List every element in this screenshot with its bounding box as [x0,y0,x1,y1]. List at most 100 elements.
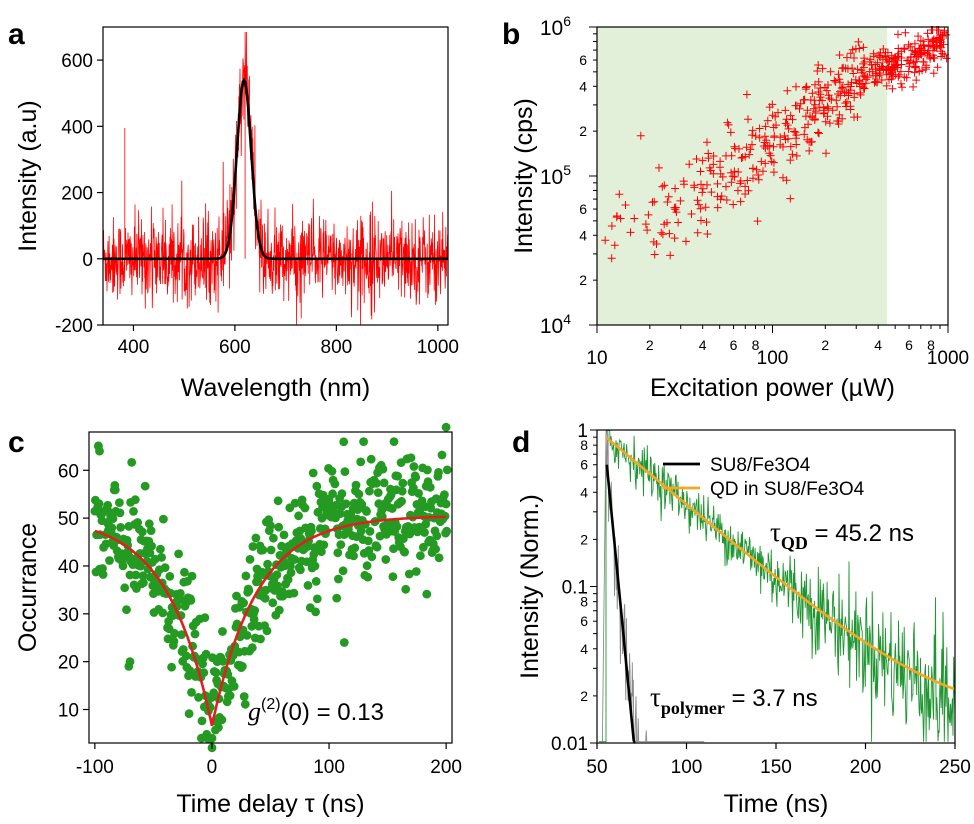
data-point [131,570,141,580]
data-point [209,688,219,698]
data-point [359,437,368,446]
data-point [115,508,125,518]
panel-c: c -100 0 100 200 10 20 30 40 50 60 g(2)(0) = 0.13 Ti… [8,422,462,818]
data-point [120,583,130,593]
y-minor-tick-label: 2 [579,123,587,139]
y-tick-label: 0.01 [551,734,588,755]
data-point [186,596,196,605]
data-point [290,498,300,508]
data-point [139,578,148,588]
y-tick-label: 2 [580,531,588,547]
data-point [207,733,217,743]
data-point [300,503,310,513]
data-point [170,629,179,638]
data-point [398,478,408,488]
data-point [426,503,436,513]
x-minor-tick-label: 4 [699,337,707,353]
data-point [289,588,299,598]
plot-frame [88,431,453,744]
data-point [181,651,191,661]
data-point [367,552,377,562]
data-point [333,548,343,558]
data-point [133,518,143,527]
data-point [310,561,320,571]
y-tick-label: 6 [580,457,588,473]
data-point [175,589,185,598]
data-point [156,544,165,554]
data-point [107,523,117,533]
data-point [421,519,431,529]
data-point [140,481,150,491]
data-point [328,489,337,499]
data-point [165,572,175,581]
y-axis-label: Intensity (cps) [510,98,538,254]
data-point [274,605,284,615]
data-point [372,542,382,552]
x-minor-tick-label: 6 [905,337,913,353]
x-minor-tick-label: 2 [821,337,829,353]
data-point [397,496,406,506]
polymer-fit-line [605,464,636,744]
data-point [217,715,227,725]
data-point [290,555,299,564]
x-tick-label: -100 [76,757,114,778]
data-point [378,464,388,474]
y-axis-label: Intensity (a.u) [14,100,42,251]
data-point [374,499,384,509]
data-point [253,577,263,586]
data-point [279,530,289,540]
data-point [225,691,235,700]
y-tick-label: 6 [580,613,588,629]
data-point [442,465,452,475]
data-points [601,26,951,263]
data-point [124,662,134,671]
data-point [167,662,177,672]
y-tick-exponent: 5 [563,162,571,178]
data-point [94,499,104,508]
data-point [260,593,270,603]
data-point [401,584,411,594]
data-point [312,481,322,491]
x-tick-label: 100 [313,757,345,778]
data-point [372,478,381,488]
data-point [229,681,239,691]
data-point [400,547,409,557]
data-point [214,723,223,732]
y-tick-label: 4 [580,484,588,500]
qd-decay-trace [598,429,956,743]
panel-label: a [8,18,25,51]
data-point [423,465,432,475]
data-point [339,638,349,647]
panel-d: d50 100 150 200 2500.0124680.124681SU8/Fe3O4… [512,421,971,818]
x-minor-tick-label: 6 [730,337,738,353]
data-point [242,631,252,640]
data-point [334,574,343,584]
data-point [350,543,360,553]
data-point [174,549,184,559]
data-point [118,561,128,571]
data-point [286,568,296,578]
data-point [116,523,125,532]
data-point [184,709,194,719]
data-point [294,511,303,521]
y-axis-label: Intensity (Norm.) [516,494,544,679]
data-point [392,522,402,531]
data-point [245,555,255,564]
data-point [405,529,415,539]
x-tick-label: 100 [671,757,703,778]
y-tick-label: -200 [55,316,93,337]
y-tick-label: 50 [58,509,79,530]
x-tick-label: 150 [760,757,792,778]
panel-a: a 400 600 800 1000 -200 0 200 400 600 Wavelength (… [8,18,459,402]
data-point [159,514,168,524]
data-point [379,478,389,488]
data-point [399,534,408,543]
data-point [441,499,451,509]
data-point [319,540,329,550]
tau-symbol: τ [650,682,661,712]
tau-polymer-annotation: τpolymer = 3.7 ns [650,682,818,718]
data-point [317,547,326,557]
data-point [103,500,113,510]
